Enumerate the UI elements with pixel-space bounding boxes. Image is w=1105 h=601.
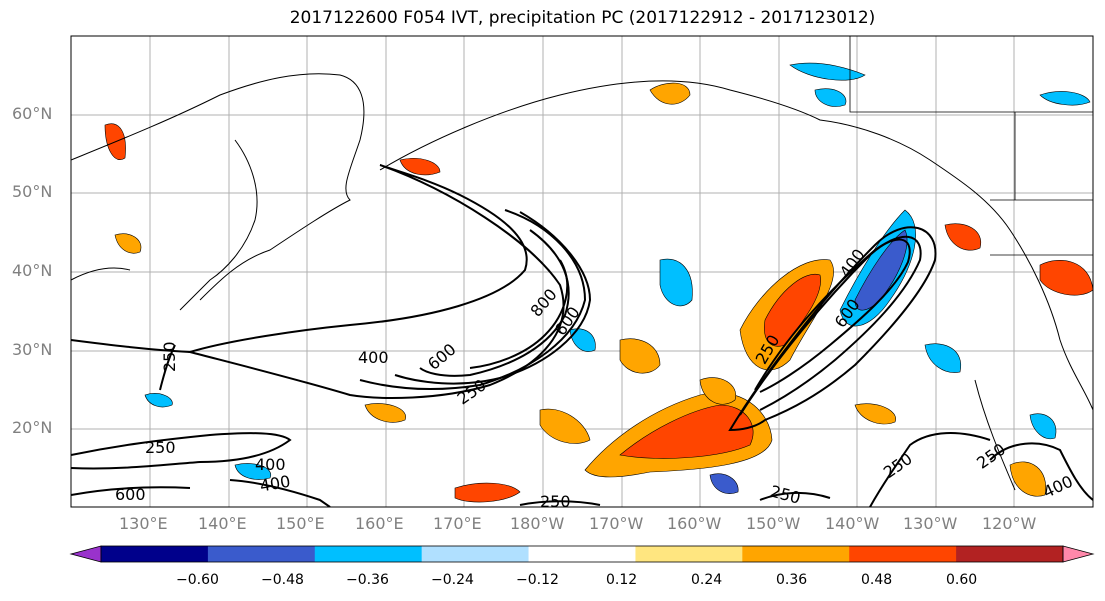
lon-label: 150°E: [276, 514, 325, 533]
colorbar-extend-high: [1062, 545, 1095, 563]
lat-label-40n: 40°N: [12, 261, 53, 280]
colorbar-tick-label: 0.48: [861, 572, 893, 588]
lat-label-20n: 20°N: [12, 418, 53, 437]
borders: [849, 36, 1093, 256]
colorbar-band: [101, 546, 209, 562]
contour-label: 250: [145, 438, 176, 457]
contour-label: 600: [115, 485, 146, 504]
lon-label: 120°W: [982, 514, 1037, 533]
colorbar-band: [421, 546, 530, 562]
lon-label: 170°W: [589, 514, 644, 533]
lon-label: 160°W: [667, 514, 722, 533]
lon-label: 140°E: [198, 514, 247, 533]
lon-label: 140°W: [825, 514, 880, 533]
colorbar-band: [635, 546, 743, 562]
contour-label: 400: [358, 348, 389, 367]
ivt-contours: [71, 164, 1093, 507]
colorbar-extend-low: [69, 545, 102, 563]
contour-label: 250: [160, 341, 179, 372]
colorbar-tick-label: 0.24: [691, 572, 723, 588]
colorbar-band: [207, 546, 316, 562]
lon-label: 160°E: [355, 514, 404, 533]
colorbar-band: [742, 546, 850, 562]
colorbar-tick-label: 0.12: [606, 572, 638, 588]
colorbar-band: [528, 546, 636, 562]
contour-label: 400: [255, 455, 286, 474]
colorbar-tick-label: −0.12: [516, 572, 559, 588]
colorbar-tick-label: −0.24: [431, 572, 474, 588]
lat-label-30n: 30°N: [12, 340, 53, 359]
lon-label: 170°E: [433, 514, 482, 533]
lon-label: 180°W: [510, 514, 565, 533]
contour-label: 250: [540, 492, 571, 511]
colorbar-tick-label: −0.60: [176, 572, 219, 588]
colorbar-frame: [100, 545, 1064, 563]
map-frame: [70, 35, 1094, 508]
coastlines: [71, 73, 1093, 491]
colorbar-tick-label: 0.60: [946, 572, 978, 588]
lon-label: 130°W: [903, 514, 958, 533]
colorbar-band: [849, 546, 957, 562]
lon-label: 150°W: [746, 514, 801, 533]
precip-shading: [104, 62, 1093, 503]
colorbar-tick-label: −0.36: [346, 572, 389, 588]
lat-label-60n: 60°N: [12, 104, 53, 123]
colorbar-tick-label: 0.36: [776, 572, 808, 588]
lon-label: 130°E: [119, 514, 168, 533]
map-title: 2017122600 F054 IVT, precipitation PC (2…: [289, 8, 876, 28]
lat-label-50n: 50°N: [12, 182, 53, 201]
colorbar-band: [314, 546, 423, 562]
colorbar: [69, 545, 1095, 563]
colorbar-tick-label: −0.48: [261, 572, 304, 588]
colorbar-band: [956, 546, 1064, 562]
